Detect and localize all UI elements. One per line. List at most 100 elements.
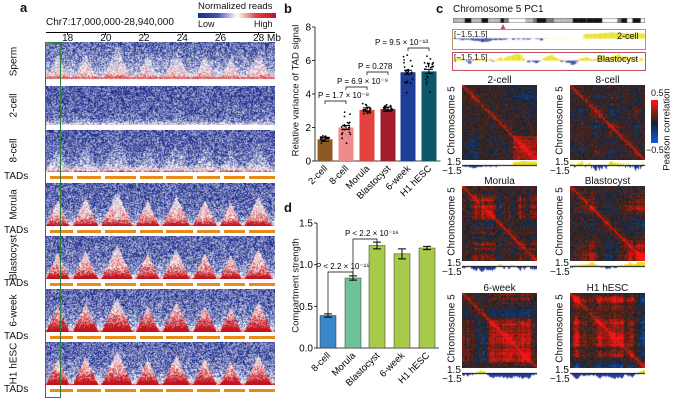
data-point xyxy=(349,113,351,115)
tad-segment xyxy=(49,176,73,179)
p-value-label: P = 1.7 × 10⁻⁸ xyxy=(318,91,369,100)
tad-segment xyxy=(139,336,163,339)
heatmap-title: Morula xyxy=(484,176,515,187)
significance-bracket xyxy=(324,100,347,104)
correlation-heatmap-6-week xyxy=(462,293,537,368)
track-label-2-cell: 2-cell xyxy=(617,31,639,41)
data-point xyxy=(403,66,406,68)
bar-h1-hesc xyxy=(421,71,437,161)
data-point xyxy=(429,58,432,60)
track-range-2: [−1.5,1.5] xyxy=(454,53,488,62)
correlation-heatmap-morula xyxy=(462,186,537,261)
data-point xyxy=(348,121,351,124)
track-tick-bottom: −1.5 xyxy=(550,374,570,385)
heatmap-title: 2-cell xyxy=(487,75,512,86)
tad-segment xyxy=(196,389,220,392)
significance-bracket xyxy=(366,71,389,75)
data-point xyxy=(364,108,367,111)
heatmap-title: 8-cell xyxy=(595,75,620,86)
tad-segment xyxy=(105,283,136,286)
tad-segment xyxy=(76,389,102,392)
data-point xyxy=(361,102,364,105)
error-bar xyxy=(384,106,392,112)
track-range-1: [−1.5,1.5] xyxy=(454,30,488,39)
y-tick-label: 1.0 xyxy=(299,260,313,271)
bar-blastocyst xyxy=(368,245,386,349)
tad-segment xyxy=(76,336,102,339)
data-point xyxy=(411,65,414,68)
tad-segment xyxy=(166,176,194,179)
data-point xyxy=(431,62,434,65)
hic-heatmap-2-cell xyxy=(46,86,275,125)
data-point xyxy=(327,137,330,140)
hic-heatmap-morula xyxy=(46,183,275,226)
hic-heatmap-6-week xyxy=(46,289,275,332)
data-point xyxy=(391,109,393,111)
hic-heatmap-blastocyst xyxy=(46,236,275,279)
tad-segment xyxy=(49,283,73,286)
data-point xyxy=(405,81,408,84)
error-bar xyxy=(321,136,329,142)
y-tick-label: 0.5 xyxy=(299,302,313,313)
genome-ruler xyxy=(46,32,275,33)
pc1-track xyxy=(570,161,645,173)
ruler-tick-label: 20 xyxy=(100,33,112,44)
colorbar-min: −0.5 xyxy=(646,145,664,155)
tad-segment xyxy=(196,336,220,339)
centromere-marker-icon xyxy=(500,24,506,30)
pc1-track xyxy=(462,262,537,274)
track-tick-top: 1.5 xyxy=(555,258,569,269)
data-point xyxy=(340,126,343,128)
data-point xyxy=(346,121,349,124)
legend-high: High xyxy=(254,19,273,29)
data-point xyxy=(343,111,346,114)
legend-low: Low xyxy=(198,19,215,29)
data-point xyxy=(362,108,365,111)
track-tick-top: 1.5 xyxy=(555,157,569,168)
hic-heatmap-h1-hesc xyxy=(46,342,275,385)
data-point xyxy=(406,54,409,57)
significance-bracket xyxy=(352,238,378,281)
data-point xyxy=(389,104,392,107)
y-tick-label: 0.0 xyxy=(299,344,313,355)
hic-heatmap-8-cell xyxy=(46,130,275,172)
tads-label: TADs xyxy=(4,331,29,342)
data-point xyxy=(426,62,429,65)
data-point xyxy=(384,107,387,110)
colorbar-label: Pearson correlation xyxy=(661,88,673,171)
chromosome-ideogram xyxy=(453,18,645,23)
panel-b-ylabel: Relative variance of TAD signal xyxy=(290,24,302,157)
data-point xyxy=(347,122,350,125)
bar-2-cell xyxy=(317,139,333,161)
data-point xyxy=(426,80,428,83)
significance-bracket xyxy=(407,47,430,51)
data-point xyxy=(426,75,428,78)
chromosome-axis-label: Chromosome 5 xyxy=(554,187,566,256)
data-point xyxy=(405,91,408,94)
pc1-track-2-cell xyxy=(452,29,646,50)
data-point xyxy=(364,103,367,106)
track-label-blastocyst: Blastocyst xyxy=(597,54,639,64)
bar-morula xyxy=(359,109,375,161)
bar-blastocyst xyxy=(380,109,396,161)
tads-label: TADs xyxy=(4,278,29,289)
pc1-track xyxy=(462,161,537,173)
ruler-tick xyxy=(219,32,221,35)
panel-d-label: d xyxy=(284,200,292,215)
ruler-tick-label: 22 xyxy=(138,33,150,44)
tad-segment xyxy=(166,389,194,392)
data-point xyxy=(341,137,344,140)
data-point xyxy=(428,90,431,93)
tad-segment xyxy=(223,336,245,339)
tads-label: TADs xyxy=(4,384,29,395)
significance-bracket xyxy=(345,86,368,90)
panel-c-title: Chromosome 5 PC1 xyxy=(453,4,544,15)
y-tick-label: 1.5 xyxy=(299,219,313,230)
ruler-tick xyxy=(143,32,145,35)
chromosome-axis-label: Chromosome 5 xyxy=(446,187,458,256)
ruler-tick-label: 26 xyxy=(214,33,227,44)
data-point xyxy=(411,78,414,80)
data-point xyxy=(385,103,388,106)
data-point xyxy=(341,132,344,134)
correlation-heatmap-blastocyst xyxy=(570,186,645,261)
